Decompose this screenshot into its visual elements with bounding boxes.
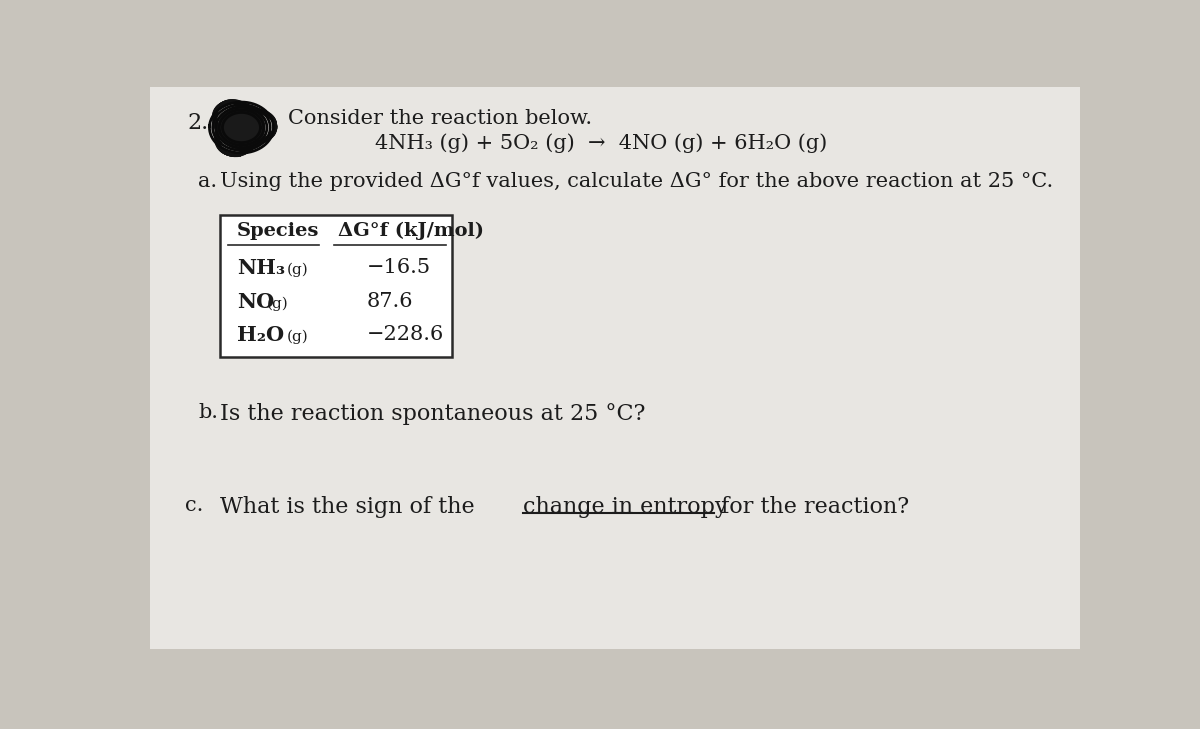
Text: Is the reaction spontaneous at 25 °C?: Is the reaction spontaneous at 25 °C? bbox=[220, 403, 646, 425]
Text: 87.6: 87.6 bbox=[367, 292, 414, 311]
Text: NH₃: NH₃ bbox=[236, 257, 284, 278]
Text: (g): (g) bbox=[287, 262, 308, 277]
Text: ΔG°f (kJ/mol): ΔG°f (kJ/mol) bbox=[337, 222, 484, 241]
Text: −16.5: −16.5 bbox=[367, 257, 431, 276]
Text: Species: Species bbox=[236, 222, 319, 241]
Text: c.: c. bbox=[185, 496, 203, 515]
Text: for the reaction?: for the reaction? bbox=[714, 496, 910, 518]
Text: Consider the reaction below.: Consider the reaction below. bbox=[288, 109, 592, 128]
Text: b.: b. bbox=[198, 403, 218, 422]
Text: 2.: 2. bbox=[187, 112, 209, 134]
Text: Using the provided ΔG°f values, calculate ΔG° for the above reaction at 25 °C.: Using the provided ΔG°f values, calculat… bbox=[220, 172, 1054, 191]
Text: (g): (g) bbox=[266, 296, 288, 311]
FancyBboxPatch shape bbox=[150, 87, 1080, 649]
Text: NO: NO bbox=[236, 292, 274, 311]
Polygon shape bbox=[218, 106, 265, 149]
Text: change in entropy: change in entropy bbox=[523, 496, 727, 518]
Text: −228.6: −228.6 bbox=[367, 325, 444, 344]
Text: H₂O: H₂O bbox=[236, 325, 284, 346]
Text: 4NH₃ (g) + 5O₂ (g)  →  4NO (g) + 6H₂O (g): 4NH₃ (g) + 5O₂ (g) → 4NO (g) + 6H₂O (g) bbox=[374, 133, 827, 153]
Text: What is the sign of the: What is the sign of the bbox=[220, 496, 481, 518]
FancyBboxPatch shape bbox=[220, 214, 452, 357]
Text: (g): (g) bbox=[287, 330, 308, 344]
Text: a.: a. bbox=[198, 172, 217, 191]
